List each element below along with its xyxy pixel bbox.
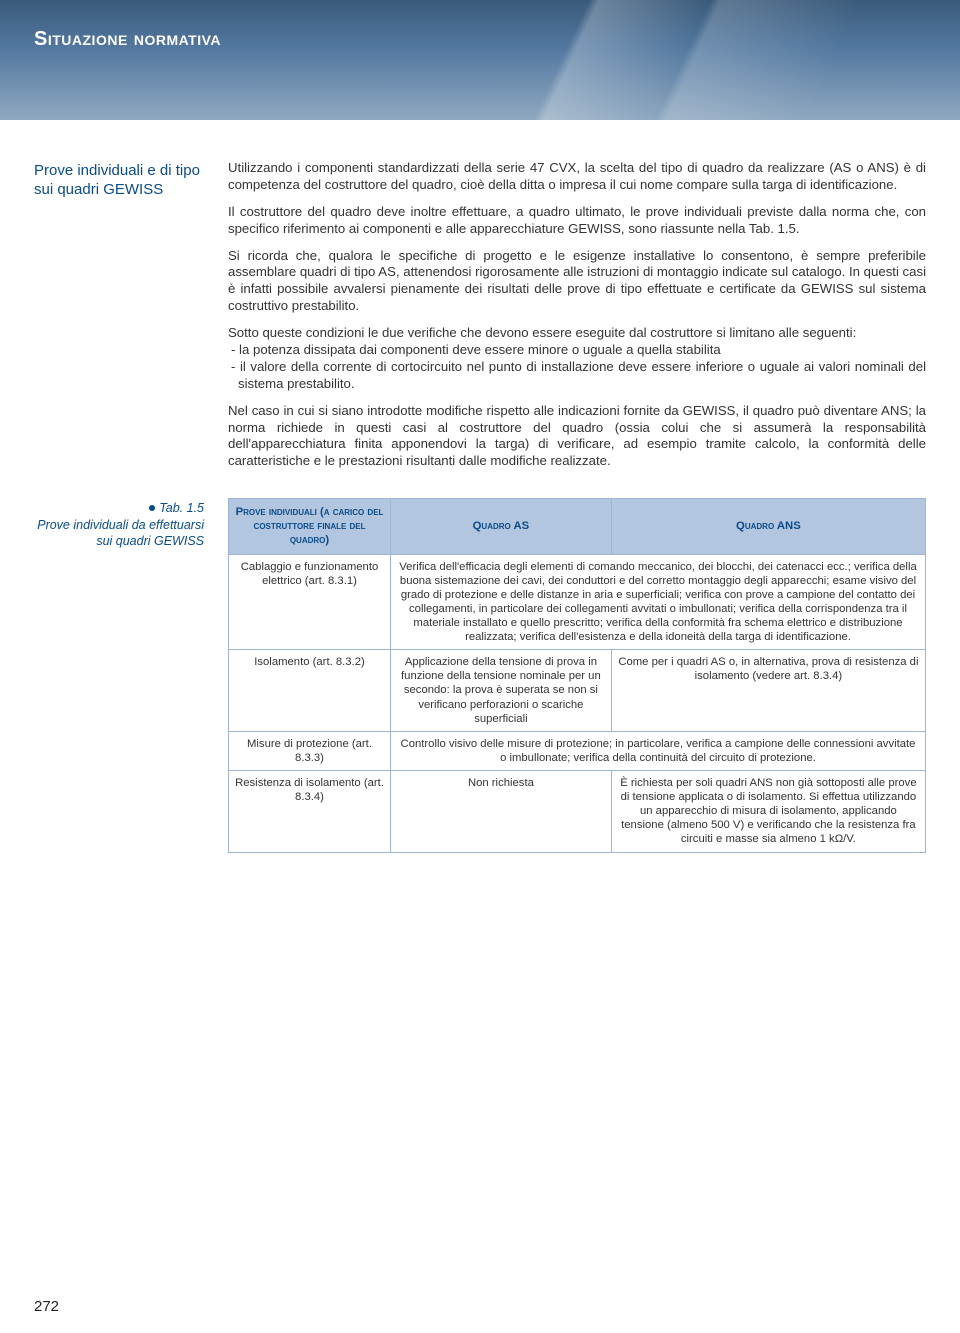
table-cell: Controllo visivo delle misure di protezi…	[391, 731, 926, 770]
table-cell: Cablaggio e funzionamento elettrico (art…	[229, 554, 391, 650]
bullet-line: - il valore della corrente di cortocircu…	[228, 359, 926, 393]
page-body: Prove individuali e di tipo sui quadri G…	[0, 120, 960, 873]
bullet-icon	[149, 505, 155, 511]
table-cell: Misure di protezione (art. 8.3.3)	[229, 731, 391, 770]
page: Situazione normativa Prove individuali e…	[0, 0, 960, 1333]
table-header-row: Prove individuali (a carico del costrutt…	[229, 499, 926, 554]
paragraph: Si ricorda che, qualora le specifiche di…	[228, 248, 926, 316]
table-block: Tab. 1.5 Prove individuali da effettuars…	[34, 498, 926, 852]
page-number: 272	[34, 1298, 59, 1315]
table-caption-column: Tab. 1.5 Prove individuali da effettuars…	[34, 498, 204, 852]
table-header-cell: Quadro ANS	[611, 499, 925, 554]
table-cell: Verifica dell'efficacia degli elementi d…	[391, 554, 926, 650]
paragraph: Sotto queste condizioni le due verifiche…	[228, 325, 926, 393]
table-header-cell: Quadro AS	[391, 499, 612, 554]
paragraph: Il costruttore del quadro deve inoltre e…	[228, 204, 926, 238]
table-cell: Non richiesta	[391, 771, 612, 853]
table-ref: Tab. 1.5	[159, 501, 204, 515]
table-row: Resistenza di isolamento (art. 8.3.4) No…	[229, 771, 926, 853]
table-cell: Come per i quadri AS o, in alternativa, …	[611, 650, 925, 732]
paragraph-intro: Sotto queste condizioni le due verifiche…	[228, 325, 856, 340]
header-banner: Situazione normativa	[0, 0, 960, 120]
table-cell: È richiesta per soli quadri ANS non già …	[611, 771, 925, 853]
table-row: Isolamento (art. 8.3.2) Applicazione del…	[229, 650, 926, 732]
table-caption: Tab. 1.5 Prove individuali da effettuars…	[34, 500, 204, 549]
table-cell: Resistenza di isolamento (art. 8.3.4)	[229, 771, 391, 853]
main-two-column: Prove individuali e di tipo sui quadri G…	[34, 160, 926, 470]
table-caption-text: Prove individuali da effettuarsi sui qua…	[37, 518, 204, 548]
table-cell: Applicazione della tensione di prova in …	[391, 650, 612, 732]
table-header-cell: Prove individuali (a carico del costrutt…	[229, 499, 391, 554]
table-row: Misure di protezione (art. 8.3.3) Contro…	[229, 731, 926, 770]
paragraph: Utilizzando i componenti standardizzati …	[228, 160, 926, 194]
table-container: Prove individuali (a carico del costrutt…	[228, 498, 926, 852]
paragraph: Nel caso in cui si siano introdotte modi…	[228, 403, 926, 471]
section-title: Situazione normativa	[34, 28, 221, 51]
table-cell: Isolamento (art. 8.3.2)	[229, 650, 391, 732]
margin-column: Prove individuali e di tipo sui quadri G…	[34, 160, 204, 470]
prove-table: Prove individuali (a carico del costrutt…	[228, 498, 926, 852]
text-column: Utilizzando i componenti standardizzati …	[228, 160, 926, 470]
table-row: Cablaggio e funzionamento elettrico (art…	[229, 554, 926, 650]
bullet-line: - la potenza dissipata dai componenti de…	[228, 342, 926, 359]
margin-heading: Prove individuali e di tipo sui quadri G…	[34, 162, 204, 200]
